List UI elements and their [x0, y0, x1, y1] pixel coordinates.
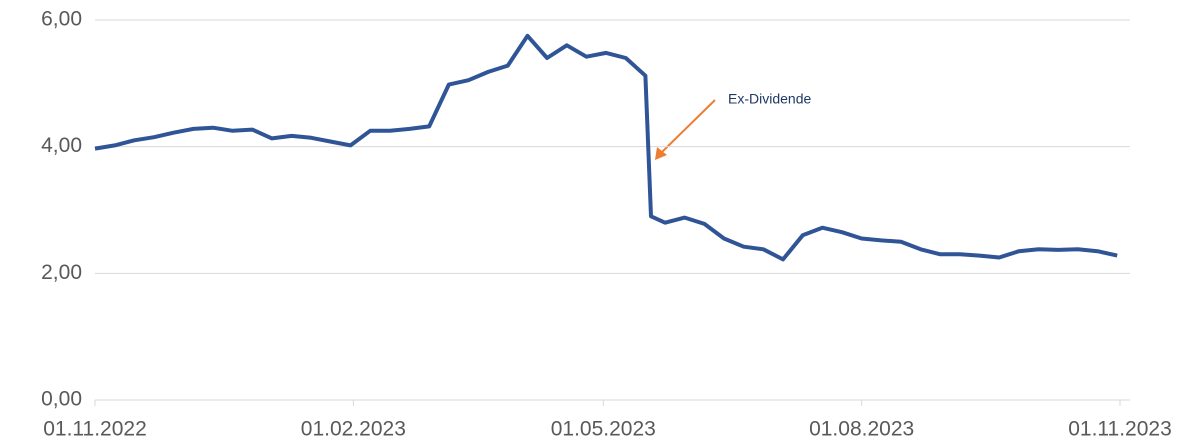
- x-tick-label: 01.11.2023: [1068, 418, 1172, 441]
- y-tick-label: 4,00: [41, 134, 82, 157]
- y-tick-label: 6,00: [41, 8, 82, 31]
- x-tick-label: 01.11.2022: [43, 418, 147, 441]
- x-tick-label: 01.02.2023: [301, 418, 406, 441]
- y-tick-label: 2,00: [41, 261, 82, 284]
- x-tick-label: 01.05.2023: [551, 418, 656, 441]
- x-tick-label: 01.08.2023: [809, 418, 914, 441]
- y-tick-label: 0,00: [41, 388, 82, 411]
- price-line: [94, 33, 1118, 262]
- annotation-arrowhead: [655, 147, 667, 160]
- annotation: Ex-Dividende: [728, 91, 811, 107]
- annotation-arrow: [661, 99, 716, 153]
